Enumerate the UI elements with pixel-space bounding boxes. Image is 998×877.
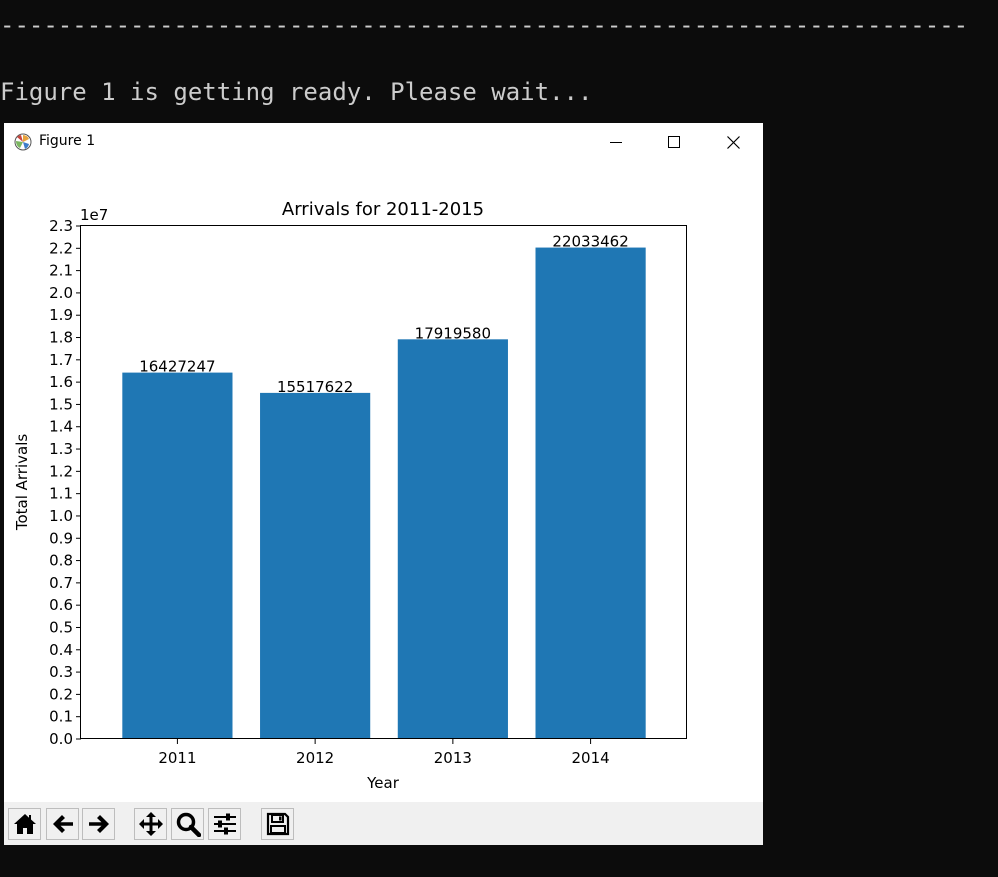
y-tick-label: 0.0 xyxy=(49,730,73,748)
maximize-button[interactable] xyxy=(645,123,703,161)
y-tick-label: 1.9 xyxy=(49,306,73,324)
bar xyxy=(260,392,371,739)
back-button[interactable] xyxy=(46,808,79,840)
x-axis-label: Year xyxy=(366,774,400,792)
bar xyxy=(397,339,508,739)
window-titlebar[interactable]: Figure 1 xyxy=(4,123,763,161)
forward-button[interactable] xyxy=(82,808,115,840)
y-tick-label: 0.1 xyxy=(49,708,73,726)
y-tick-label: 1.6 xyxy=(49,373,73,391)
save-button[interactable] xyxy=(261,808,294,840)
x-tick-label: 2014 xyxy=(571,749,609,767)
y-tick-label: 0.5 xyxy=(49,618,73,636)
y-tick-label: 0.3 xyxy=(49,663,73,681)
y-tick-label: 1.1 xyxy=(49,485,73,503)
plot-frame xyxy=(80,225,687,739)
forward-icon xyxy=(88,815,109,833)
navigation-toolbar xyxy=(4,802,763,845)
window-title: Figure 1 xyxy=(39,133,96,149)
y-tick-label: 2.3 xyxy=(49,217,73,235)
back-icon xyxy=(52,815,73,833)
figure-window: Figure 1 0.0 0.1 0.2 0.3 0.4 0.5 0.6 0.7 0.8 0.9 1… xyxy=(4,123,763,845)
terminal-separator: ----------------------------------------… xyxy=(0,11,969,39)
minimize-icon xyxy=(610,142,622,143)
y-tick-label: 0.2 xyxy=(49,685,73,703)
matplotlib-logo-icon xyxy=(14,133,32,151)
chart-title: Arrivals for 2011-2015 xyxy=(282,199,484,220)
bar xyxy=(122,372,233,739)
configure-subplots-button[interactable] xyxy=(208,808,241,840)
y-tick-label: 1.4 xyxy=(49,418,73,436)
y-offset-text: 1e7 xyxy=(80,206,108,224)
bar-value-label: 22033462 xyxy=(552,233,628,251)
y-tick-label: 1.7 xyxy=(49,351,73,369)
zoom-icon xyxy=(176,812,201,837)
x-tick-label: 2012 xyxy=(296,749,334,767)
x-tick-label: 2013 xyxy=(434,749,472,767)
pan-icon xyxy=(138,812,163,836)
y-tick-label: 0.7 xyxy=(49,574,73,592)
x-tick-label: 2011 xyxy=(158,749,196,767)
configure-icon xyxy=(213,813,236,835)
maximize-icon xyxy=(668,136,680,148)
y-tick-label: 1.8 xyxy=(49,329,73,347)
bar-value-label: 17919580 xyxy=(415,324,491,342)
bar-chart: 0.0 0.1 0.2 0.3 0.4 0.5 0.6 0.7 0.8 0.9 1.0 1.1 1.2 1… xyxy=(13,199,687,792)
y-tick-label: 0.6 xyxy=(49,596,73,614)
y-tick-label: 0.8 xyxy=(49,552,73,570)
minimize-button[interactable] xyxy=(587,123,645,161)
bar-value-label: 16427247 xyxy=(139,358,215,376)
home-icon xyxy=(13,814,36,834)
zoom-button[interactable] xyxy=(171,808,204,840)
close-icon xyxy=(726,135,740,149)
y-tick-label: 1.2 xyxy=(49,462,73,480)
home-button[interactable] xyxy=(8,808,41,840)
pan-button[interactable] xyxy=(134,808,167,840)
close-button[interactable] xyxy=(704,123,762,161)
save-icon xyxy=(266,812,289,836)
bar xyxy=(535,247,646,740)
y-axis-label: Total Arrivals xyxy=(13,434,31,532)
y-tick-label: 0.9 xyxy=(49,529,73,547)
y-tick-label: 2.2 xyxy=(49,239,73,257)
y-tick-label: 2.0 xyxy=(49,284,73,302)
figure-canvas[interactable]: 0.0 0.1 0.2 0.3 0.4 0.5 0.6 0.7 0.8 0.9 1.0 1.1 1.2 1… xyxy=(4,161,763,802)
y-tick-label: 1.0 xyxy=(49,507,73,525)
y-tick-label: 1.3 xyxy=(49,440,73,458)
bar-value-label: 15517622 xyxy=(277,378,353,396)
terminal-message: Figure 1 is getting ready. Please wait..… xyxy=(0,78,593,106)
y-tick-label: 1.5 xyxy=(49,395,73,413)
y-tick-label: 0.4 xyxy=(49,641,73,659)
y-tick-label: 2.1 xyxy=(49,262,73,280)
